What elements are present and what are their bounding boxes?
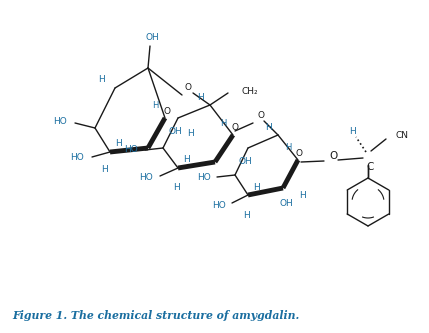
Text: H: H <box>285 144 291 153</box>
Text: CN: CN <box>396 131 409 140</box>
Text: OH: OH <box>279 198 293 207</box>
Text: H: H <box>183 156 189 165</box>
Text: Figure 1. The chemical structure of amygdalin.: Figure 1. The chemical structure of amyg… <box>12 310 299 321</box>
Text: H: H <box>102 166 109 174</box>
Text: H: H <box>152 102 158 111</box>
Text: H: H <box>172 183 179 192</box>
Text: O: O <box>257 112 265 121</box>
Text: H: H <box>196 93 203 102</box>
Text: O: O <box>231 124 238 133</box>
Text: H: H <box>98 76 105 85</box>
Text: H: H <box>265 123 272 132</box>
Text: OH: OH <box>145 34 159 43</box>
Text: O: O <box>330 151 338 161</box>
Text: HO: HO <box>197 172 211 181</box>
Text: H: H <box>115 140 121 149</box>
Text: HO: HO <box>212 200 226 209</box>
Text: H: H <box>299 191 306 200</box>
Text: C: C <box>366 162 374 172</box>
Text: H: H <box>220 119 226 128</box>
Text: HO: HO <box>124 146 138 155</box>
Text: CH₂: CH₂ <box>242 87 259 96</box>
Text: H: H <box>253 182 260 191</box>
Text: OH: OH <box>238 158 252 166</box>
Text: H: H <box>243 210 249 219</box>
Text: O: O <box>163 107 170 116</box>
Text: HO: HO <box>139 173 153 182</box>
Text: H: H <box>349 127 355 136</box>
Text: O: O <box>184 84 191 93</box>
Text: H: H <box>187 130 193 139</box>
Text: HO: HO <box>53 118 67 127</box>
Text: O: O <box>296 149 303 158</box>
Text: OH: OH <box>168 128 182 137</box>
Text: HO: HO <box>70 154 84 163</box>
